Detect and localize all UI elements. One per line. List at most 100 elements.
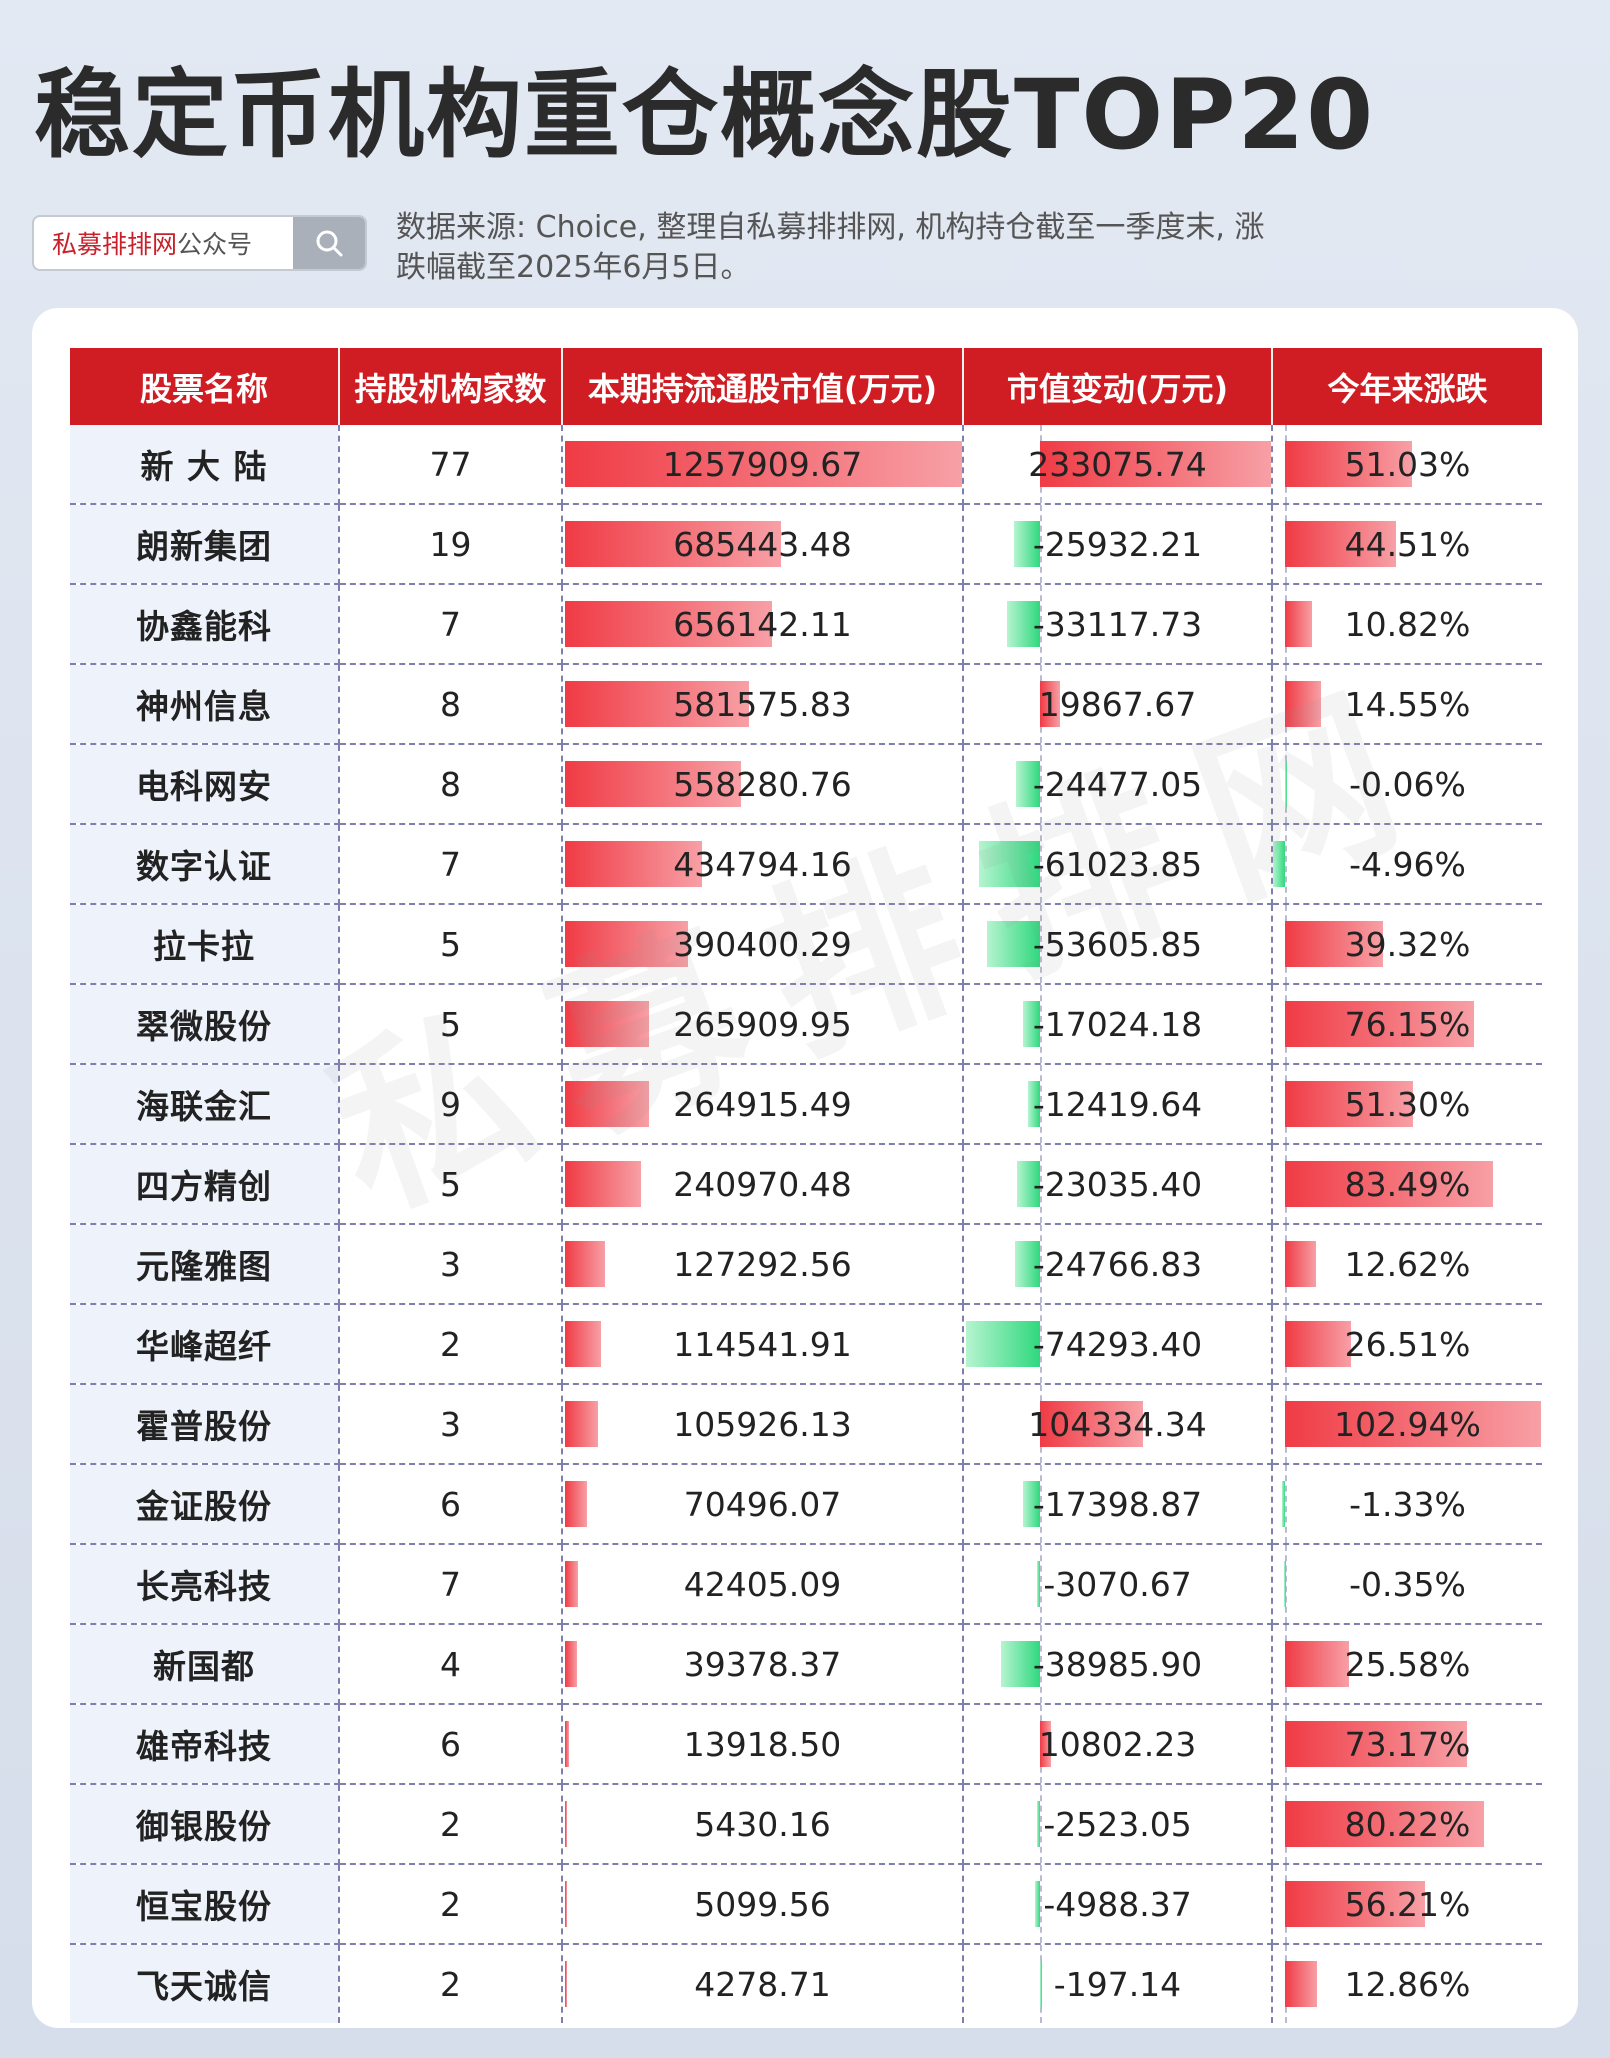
stock-name-cell: 拉卡拉	[70, 904, 340, 985]
ytd-change-bar	[1285, 1961, 1317, 2007]
institution-count-cell: 7	[339, 824, 563, 905]
stock-name: 协鑫能科	[136, 607, 272, 646]
value-change-cell: 104334.34	[963, 1384, 1273, 1465]
value-change-cell: -2523.05	[963, 1784, 1273, 1865]
ytd-change-bar	[1285, 441, 1412, 487]
institution-count-cell: 7	[339, 1544, 563, 1625]
ytd-change-cell: 10.82%	[1272, 584, 1542, 665]
ytd-change-cell: 83.49%	[1272, 1144, 1542, 1225]
market-value: 42405.09	[683, 1564, 842, 1604]
value-change: -38985.90	[1032, 1644, 1203, 1684]
institution-count: 2	[440, 1964, 461, 2004]
value-change-cell: -24766.83	[963, 1224, 1273, 1305]
table-row: 朗新集团 19 685443.48 -25932.21 44.51%	[70, 504, 1542, 585]
stock-name: 朗新集团	[136, 527, 272, 566]
ytd-change-cell: -0.35%	[1272, 1544, 1542, 1625]
ytd-change-cell: -1.33%	[1272, 1464, 1542, 1545]
ytd-change: 26.51%	[1344, 1324, 1471, 1364]
value-change: -74293.40	[1032, 1324, 1203, 1364]
ytd-change: -0.35%	[1349, 1564, 1466, 1604]
institution-count: 6	[440, 1484, 461, 1524]
zero-axis	[1040, 1865, 1043, 1943]
market-value-cell: 39378.37	[562, 1624, 964, 1705]
stock-name-cell: 霍普股份	[70, 1384, 340, 1465]
ytd-change-bar	[1285, 521, 1396, 567]
zero-axis	[1040, 1065, 1043, 1143]
market-value-bar	[565, 1641, 578, 1687]
institution-count: 2	[440, 1324, 461, 1364]
value-change: -3070.67	[1043, 1564, 1192, 1604]
value-change-bar	[1040, 441, 1271, 487]
market-value-cell: 105926.13	[562, 1384, 964, 1465]
market-value-cell: 5099.56	[562, 1864, 964, 1945]
ytd-change-bar	[1285, 1161, 1493, 1207]
institution-count-cell: 19	[339, 504, 563, 585]
value-change-bar	[1014, 521, 1040, 567]
market-value: 558280.76	[673, 764, 852, 804]
value-change-cell: -74293.40	[963, 1304, 1273, 1385]
stock-name-cell: 元隆雅图	[70, 1224, 340, 1305]
institution-count: 2	[440, 1884, 461, 1924]
institution-count: 5	[440, 924, 461, 964]
value-change: 10802.23	[1038, 1724, 1197, 1764]
stock-name: 神州信息	[136, 687, 272, 726]
ytd-change: 12.86%	[1344, 1964, 1471, 2004]
ytd-change-cell: 25.58%	[1272, 1624, 1542, 1705]
stock-name-cell: 朗新集团	[70, 504, 340, 585]
institution-count: 8	[440, 684, 461, 724]
search-box[interactable]: 私募排排网 公众号	[32, 215, 367, 271]
institution-count-cell: 2	[339, 1784, 563, 1865]
market-value-bar	[565, 1161, 642, 1207]
institution-count-cell: 5	[339, 1144, 563, 1225]
ytd-change-bar	[1285, 1401, 1541, 1447]
ytd-change: 51.03%	[1344, 444, 1471, 484]
stock-name-cell: 电科网安	[70, 744, 340, 825]
value-change-bar	[979, 841, 1040, 887]
value-change-cell: -17398.87	[963, 1464, 1273, 1545]
value-change-cell: -12419.64	[963, 1064, 1273, 1145]
market-value: 390400.29	[673, 924, 852, 964]
value-change: -2523.05	[1043, 1804, 1192, 1844]
market-value-cell: 558280.76	[562, 744, 964, 825]
table-row: 雄帝科技 6 13918.50 10802.23 73.17%	[70, 1704, 1542, 1785]
ytd-change-cell: 51.03%	[1272, 425, 1542, 505]
table-row: 数字认证 7 434794.16 -61023.85 -4.96%	[70, 824, 1542, 905]
header-institution-count: 持股机构家数	[339, 348, 563, 425]
stock-name: 御银股份	[136, 1807, 272, 1846]
market-value-cell: 70496.07	[562, 1464, 964, 1545]
institution-count: 9	[440, 1084, 461, 1124]
market-value: 5099.56	[694, 1884, 831, 1924]
table-row: 新 大 陆 77 1257909.67 233075.74 51.03%	[70, 425, 1542, 505]
market-value: 4278.71	[694, 1964, 831, 2004]
market-value-bar	[565, 681, 749, 727]
ytd-change-bar	[1285, 1321, 1351, 1367]
institution-count-cell: 2	[339, 1944, 563, 2023]
value-change-cell: -23035.40	[963, 1144, 1273, 1225]
stock-name: 新 大 陆	[140, 447, 268, 486]
stock-name-cell: 神州信息	[70, 664, 340, 745]
stock-name: 雄帝科技	[136, 1727, 272, 1766]
data-source-note: 数据来源: Choice, 整理自私募排排网, 机构持仓截至一季度末, 涨 跌幅…	[396, 208, 1316, 288]
market-value-cell: 685443.48	[562, 504, 964, 585]
market-value-cell: 240970.48	[562, 1144, 964, 1225]
market-value-bar	[565, 841, 703, 887]
value-change-cell: 10802.23	[963, 1704, 1273, 1785]
value-change-cell: -53605.85	[963, 904, 1273, 985]
table-row: 海联金汇 9 264915.49 -12419.64 51.30%	[70, 1064, 1542, 1145]
market-value-bar	[565, 1961, 567, 2007]
ytd-change-cell: 102.94%	[1272, 1384, 1542, 1465]
market-value-bar	[565, 1481, 588, 1527]
ytd-change: 76.15%	[1344, 1004, 1471, 1044]
source-line-1: 数据来源: Choice, 整理自私募排排网, 机构持仓截至一季度末, 涨	[396, 210, 1265, 245]
search-button[interactable]	[293, 217, 365, 269]
market-value-cell: 656142.11	[562, 584, 964, 665]
value-change: -61023.85	[1032, 844, 1203, 884]
market-value-bar	[565, 441, 962, 487]
market-value-cell: 265909.95	[562, 984, 964, 1065]
value-change-cell: -25932.21	[963, 504, 1273, 585]
ytd-change-bar	[1285, 1881, 1425, 1927]
ytd-change-bar	[1285, 921, 1383, 967]
table-row: 霍普股份 3 105926.13 104334.34 102.94%	[70, 1384, 1542, 1465]
ytd-change: -4.96%	[1349, 844, 1466, 884]
table-header-row: 股票名称 持股机构家数 本期持流通股市值(万元) 市值变动(万元) 今年来涨跌	[70, 348, 1542, 425]
